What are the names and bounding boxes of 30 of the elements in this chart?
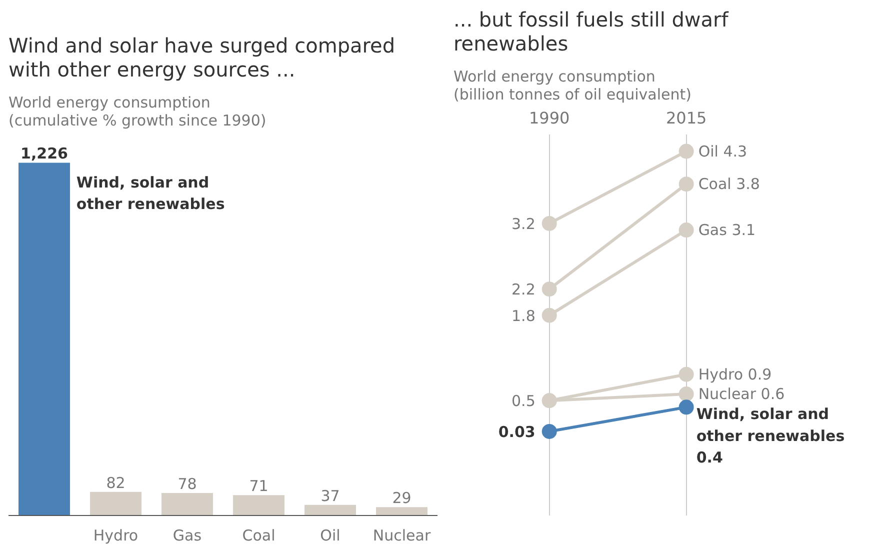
chart-subtitle: World energy consumption (cumulative % growth since 1990)	[8, 94, 266, 130]
x-tick-label: 1990	[529, 108, 570, 128]
chart-title: Wind and solar have surged compared with other energy sources ...	[8, 34, 396, 82]
data-label: 0.5	[512, 392, 536, 410]
data-label: 3.2	[512, 214, 536, 233]
x-tick-label: 2015	[666, 108, 707, 128]
text: Nuclear 0.6	[698, 385, 785, 404]
data-label: 0.4	[696, 448, 723, 466]
data-label: 1.8	[512, 306, 536, 325]
data-label: 82	[106, 474, 126, 492]
x-tick-label: Coal	[242, 526, 276, 544]
series-label: Wind, solar and other renewables	[696, 405, 845, 445]
data-label: 78	[178, 475, 197, 494]
text: Coal 3.8	[698, 175, 760, 194]
chart-subtitle: World energy consumption (billion tonnes of oil equivalent)	[454, 68, 692, 104]
data-label: 0.03	[498, 422, 536, 441]
data-label: 71	[249, 477, 268, 496]
x-tick-label: Hydro	[93, 526, 138, 544]
text: Gas 3.1	[698, 221, 756, 240]
text: Oil 4.3	[698, 142, 748, 160]
data-label: 1,226	[20, 144, 68, 163]
data-label: 29	[392, 489, 412, 508]
text: Hydro 0.9	[698, 365, 772, 384]
x-tick-label: Oil	[320, 526, 340, 544]
x-tick-label: Nuclear	[372, 526, 432, 544]
data-label: 2.2	[512, 280, 536, 299]
chart-title: ... but fossil fuels still dwarf renewables	[454, 8, 730, 56]
annotation: Wind, solar and other renewables	[76, 173, 225, 213]
x-tick-label: Gas	[172, 526, 202, 544]
data-label: 37	[320, 486, 340, 505]
